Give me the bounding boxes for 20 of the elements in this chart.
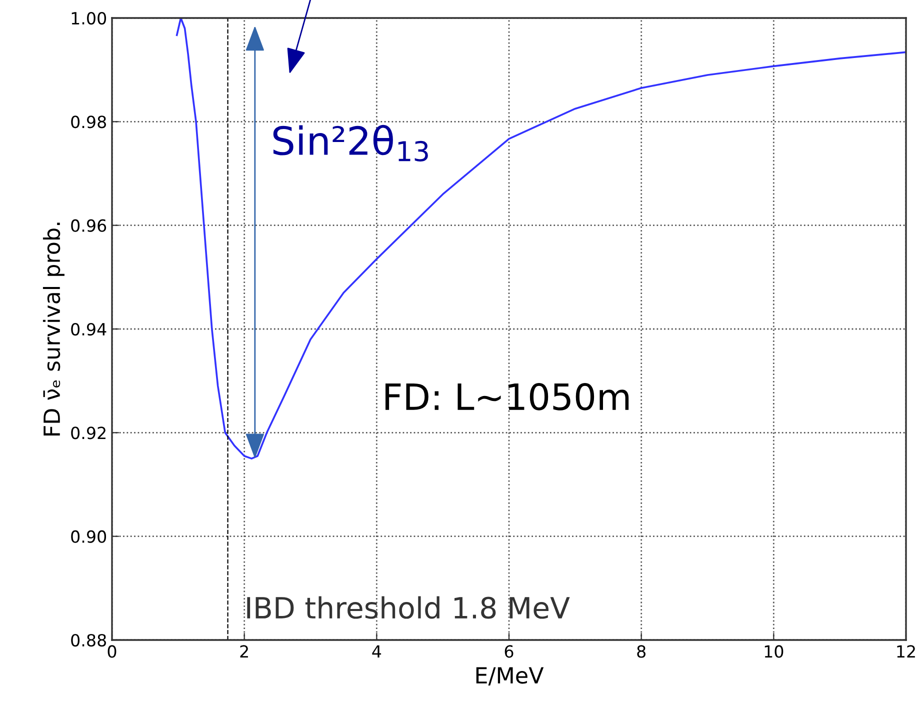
x-tick-label: 0 bbox=[108, 645, 116, 658]
y-tick-label: 0.94 bbox=[71, 322, 106, 336]
annotation: FD: L~1050m bbox=[386, 383, 629, 410]
y-tick-label: 0.92 bbox=[71, 426, 106, 440]
y-tick-label: 0.96 bbox=[71, 219, 106, 232]
ref-line-label: IBD threshold 1.8 MeV bbox=[247, 596, 570, 619]
x-tick-label: 8 bbox=[637, 645, 646, 658]
x-tick-label: 2 bbox=[240, 645, 248, 658]
annotation: Sin²2θ$_{13}$ bbox=[273, 124, 428, 162]
x-axis-title: E/MeV bbox=[476, 667, 544, 686]
y-tick-label: 0.90 bbox=[71, 530, 106, 543]
x-tick-label: 10 bbox=[764, 645, 784, 658]
line-series bbox=[176, 18, 906, 460]
y-tick-label: 0.88 bbox=[71, 634, 106, 647]
y-tick-label: 1.00 bbox=[72, 12, 106, 25]
x-tick-label: 6 bbox=[504, 645, 514, 658]
y-tick-label: 0.98 bbox=[71, 116, 106, 128]
x-tick-label: 4 bbox=[372, 645, 382, 658]
x-tick-label: 12 bbox=[897, 645, 915, 658]
y-axis-title: FD ν̄ₑ survival prob. bbox=[42, 222, 64, 436]
